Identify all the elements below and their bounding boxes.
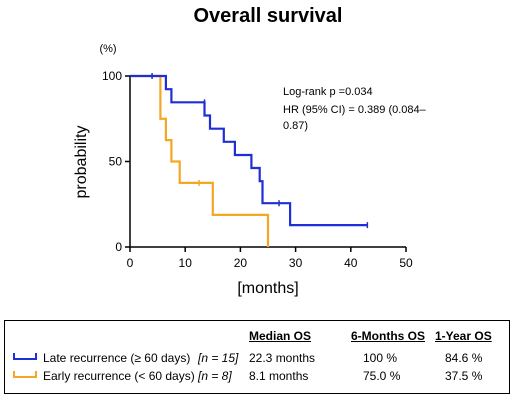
series-line-0 xyxy=(130,74,368,227)
legend-swatch-early xyxy=(13,376,37,378)
x-axis-label: [months] xyxy=(237,280,298,297)
annotation-logrank: Log-rank p =0.034 xyxy=(283,86,373,98)
y-tick-label-100: 100 xyxy=(102,69,122,83)
median-late: 22.3 months xyxy=(249,351,316,365)
x-tick-label-30: 30 xyxy=(289,256,303,270)
header-median-os: Median OS xyxy=(249,329,312,343)
x-tick-label-50: 50 xyxy=(399,256,413,270)
median-early: 8.1 months xyxy=(249,369,309,383)
annotations: Log-rank p =0.034 HR (95% CI) = 0.389 (0.… xyxy=(283,86,427,132)
y-tick-label-0: 0 xyxy=(115,240,122,254)
y-unit-label: (%) xyxy=(99,43,116,55)
six-month-early: 75.0 % xyxy=(363,369,401,383)
legend-table: Median OS 6-Months OS 1-Year OS Late rec… xyxy=(4,320,510,394)
annotation-hr-cont: 0.87) xyxy=(283,120,308,132)
x-tick-label-20: 20 xyxy=(234,256,248,270)
one-year-late: 84.6 % xyxy=(445,351,483,365)
y-tick-label-50: 50 xyxy=(109,155,123,169)
one-year-early: 37.5 % xyxy=(445,369,483,383)
x-tick-label-40: 40 xyxy=(344,256,358,270)
x-tick-label-0: 0 xyxy=(127,256,134,270)
legend-swatch-late xyxy=(13,358,37,360)
legend-label-early: Early recurrence (< 60 days) xyxy=(43,369,195,383)
annotation-hr: HR (95% CI) = 0.389 (0.084– xyxy=(283,104,427,116)
legend-n-late: [n = 15] xyxy=(198,351,239,365)
series-layer xyxy=(130,73,369,247)
legend-swatch-early-tick-right xyxy=(35,371,37,377)
six-month-late: 100 % xyxy=(363,351,398,365)
series-line-1 xyxy=(130,74,270,247)
legend-swatch-late-tick-left xyxy=(13,353,15,359)
y-axis-label: probability xyxy=(73,126,90,199)
header-six-month-os: 6-Months OS xyxy=(351,329,425,343)
axes: 0 10 20 30 40 50 0 50 100 xyxy=(102,69,413,270)
x-tick-label-10: 10 xyxy=(179,256,193,270)
legend-swatch-late-tick-right xyxy=(35,353,37,359)
chart-title: Overall survival xyxy=(194,5,343,27)
header-one-year-os: 1-Year OS xyxy=(435,329,492,343)
legend-label-late: Late recurrence (≥ 60 days) xyxy=(43,351,191,365)
legend-n-early: [n = 8] xyxy=(198,369,232,383)
legend-swatch-early-tick-left xyxy=(13,371,15,377)
survival-chart: Overall survival (%) probability [months… xyxy=(73,5,427,297)
